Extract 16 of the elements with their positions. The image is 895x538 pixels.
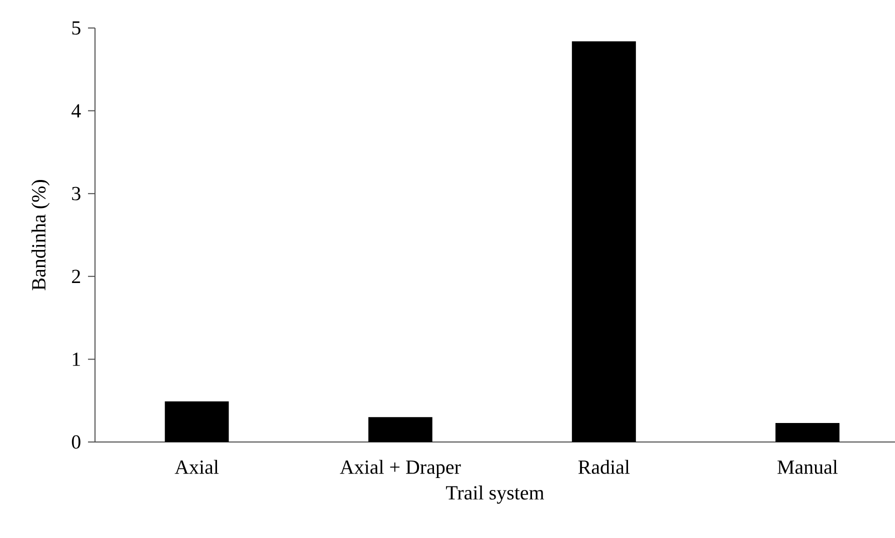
y-tick-label: 0 bbox=[72, 435, 80, 449]
x-tick-label: Axial bbox=[174, 460, 219, 474]
y-tick-label: 4 bbox=[72, 104, 81, 118]
y-axis-title: Bandinha (%) bbox=[31, 180, 50, 290]
x-tick-label: Radial bbox=[578, 460, 630, 474]
y-tick-label: 3 bbox=[72, 186, 80, 200]
y-tick-label: 1 bbox=[72, 352, 80, 366]
y-tick-label: 5 bbox=[72, 21, 80, 35]
bar bbox=[572, 41, 636, 442]
x-tick-label: Axial + Draper bbox=[340, 460, 461, 478]
x-tick-label: Manual bbox=[777, 460, 838, 474]
bar bbox=[368, 417, 432, 442]
x-axis-title: Trail system bbox=[446, 486, 544, 504]
bar bbox=[164, 401, 229, 442]
bar bbox=[775, 422, 840, 442]
y-tick-label: 2 bbox=[72, 270, 80, 284]
